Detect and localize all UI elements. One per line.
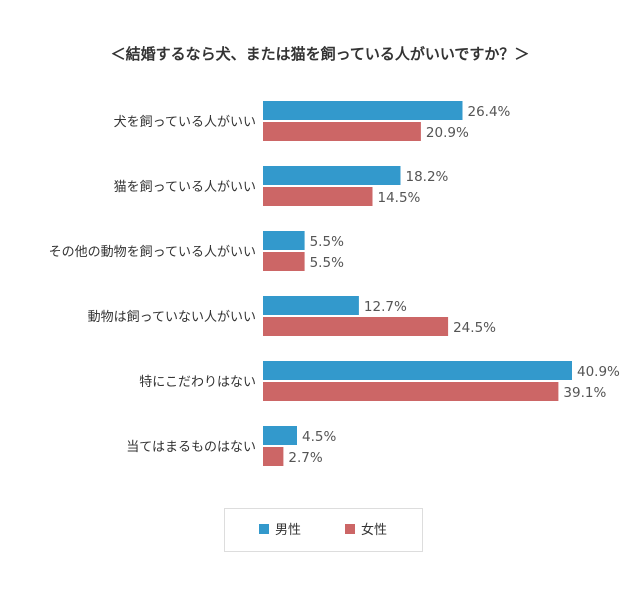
value-label: 2.7%: [288, 450, 322, 466]
legend-label-female: 女性: [361, 522, 387, 538]
value-label: 18.2%: [406, 169, 449, 185]
chart-title: ＜結婚するなら犬、または猫を飼っている人がいいですか？＞: [111, 45, 530, 63]
value-label: 14.5%: [378, 190, 421, 206]
category-label: 当てはまるものはない: [126, 440, 256, 455]
bar-male: [263, 101, 463, 120]
bar-female: [263, 187, 373, 206]
legend-swatch-male: [259, 524, 269, 534]
category-label: その他の動物を飼っている人がいい: [49, 245, 256, 260]
value-label: 5.5%: [310, 255, 344, 271]
bar-male: [263, 296, 359, 315]
value-label: 40.9%: [577, 364, 620, 380]
bar-male: [263, 361, 572, 380]
bar-female: [263, 382, 559, 401]
bar-male: [263, 166, 401, 185]
category-label: 猫を飼っている人がいい: [114, 180, 256, 195]
bar-female: [263, 252, 305, 271]
category-label: 動物は飼っていない人がいい: [88, 310, 256, 325]
bar-female: [263, 447, 284, 466]
bars: [263, 101, 572, 466]
bar-female: [263, 317, 449, 336]
bar-male: [263, 231, 305, 250]
value-label: 39.1%: [563, 385, 606, 401]
legend-border: [224, 508, 423, 552]
category-label: 犬を飼っている人がいい: [114, 115, 256, 130]
value-label: 24.5%: [453, 320, 496, 336]
bar-male: [263, 426, 297, 445]
legend: 男性 女性: [224, 508, 423, 552]
value-label: 12.7%: [364, 299, 407, 315]
category-labels: 犬を飼っている人がいい猫を飼っている人がいいその他の動物を飼っている人がいい動物…: [49, 115, 256, 455]
value-label: 5.5%: [310, 234, 344, 250]
value-label: 4.5%: [302, 429, 336, 445]
value-labels: 26.4% 20.9% 18.2% 14.5% 5.5% 5.5% 12.7% 24.5% 40…: [288, 104, 620, 466]
legend-label-male: 男性: [275, 523, 301, 538]
value-label: 20.9%: [426, 125, 469, 141]
value-label: 26.4%: [468, 104, 511, 120]
bar-female: [263, 122, 421, 141]
legend-swatch-female: [345, 524, 355, 534]
category-label: 特にこだわりはない: [139, 375, 256, 390]
